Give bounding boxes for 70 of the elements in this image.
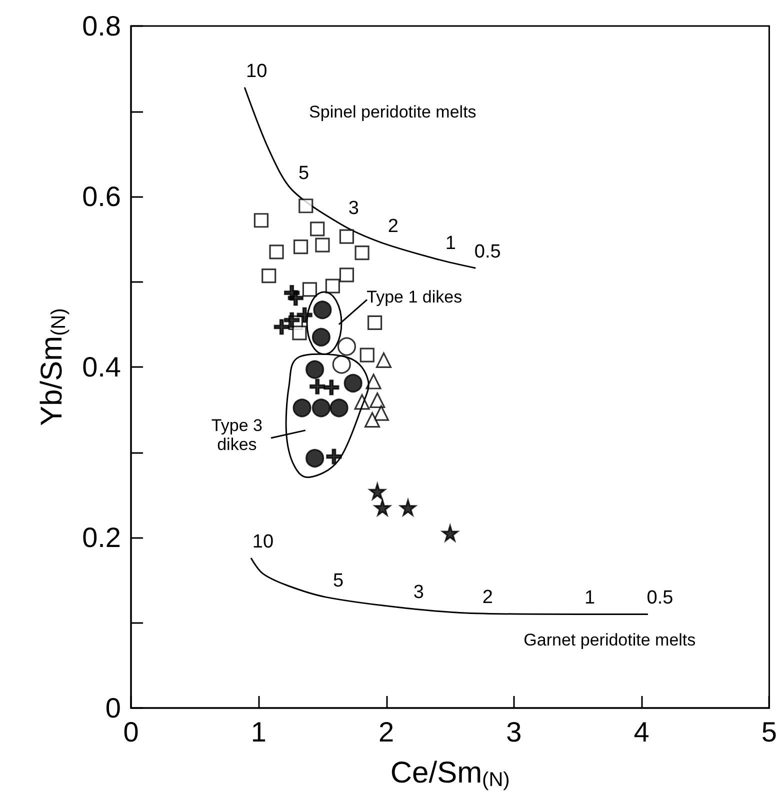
point bbox=[274, 319, 290, 335]
point bbox=[302, 282, 317, 297]
point bbox=[337, 337, 356, 356]
point bbox=[330, 398, 348, 418]
x-tick-label: 4 bbox=[634, 716, 650, 748]
annotation: 1 bbox=[445, 233, 456, 254]
point bbox=[310, 222, 325, 236]
point bbox=[370, 392, 386, 408]
annotation: Type 3 dikes bbox=[211, 416, 262, 454]
y-tick-label: 0.6 bbox=[82, 181, 121, 212]
x-tick-label: 5 bbox=[761, 716, 778, 748]
annotation: 3 bbox=[413, 582, 424, 603]
point bbox=[306, 360, 324, 379]
point bbox=[326, 448, 342, 464]
annotation: 2 bbox=[482, 586, 493, 608]
point bbox=[360, 348, 374, 362]
point bbox=[366, 374, 382, 390]
point bbox=[364, 412, 380, 428]
point bbox=[324, 380, 340, 396]
annotation: 1 bbox=[584, 588, 596, 609]
point bbox=[374, 499, 391, 516]
point bbox=[344, 374, 362, 392]
point bbox=[442, 524, 458, 542]
point bbox=[339, 229, 354, 244]
y-tick-label: 0.2 bbox=[82, 522, 121, 553]
point bbox=[288, 290, 304, 306]
annotation: 2 bbox=[388, 216, 398, 238]
annotation: Garnet peridotite melts bbox=[524, 630, 696, 650]
point bbox=[306, 448, 324, 468]
x-tick-label: 1 bbox=[250, 716, 266, 748]
point bbox=[315, 238, 330, 252]
line-series bbox=[244, 86, 476, 269]
point bbox=[262, 268, 276, 284]
annotation: 3 bbox=[348, 198, 359, 220]
line-series bbox=[250, 557, 649, 615]
point bbox=[254, 213, 268, 228]
y-tick-label: 0.8 bbox=[82, 10, 121, 42]
point bbox=[368, 315, 382, 330]
annotation: Spinel peridotite melts bbox=[309, 102, 476, 122]
annotation: Type 1 dikes bbox=[366, 288, 462, 307]
point bbox=[269, 244, 284, 260]
point bbox=[293, 240, 308, 254]
point bbox=[313, 300, 332, 320]
point bbox=[325, 278, 340, 294]
annotation: 10 bbox=[252, 531, 274, 552]
point bbox=[284, 312, 300, 328]
point bbox=[312, 398, 330, 418]
point bbox=[332, 355, 351, 374]
y-axis-title: Yb/Sm(N) bbox=[36, 308, 70, 426]
point bbox=[292, 326, 307, 340]
x-tick-label: 2 bbox=[378, 716, 394, 748]
point bbox=[298, 198, 314, 214]
annotation: 10 bbox=[246, 60, 268, 82]
point bbox=[296, 307, 312, 323]
y-tick-label: 0 bbox=[105, 692, 121, 724]
x-tick-label: 3 bbox=[506, 716, 522, 748]
point bbox=[373, 405, 389, 421]
annotation: 5 bbox=[333, 570, 344, 592]
point bbox=[310, 378, 326, 394]
y-tick-label: 0.4 bbox=[82, 352, 121, 382]
point bbox=[376, 352, 392, 368]
point bbox=[339, 268, 354, 282]
point bbox=[369, 483, 386, 500]
annotation: 0.5 bbox=[646, 588, 674, 609]
annotation: 0.5 bbox=[474, 242, 501, 263]
point bbox=[400, 499, 416, 516]
point bbox=[292, 398, 312, 418]
point bbox=[354, 245, 370, 260]
annotation: 5 bbox=[298, 163, 310, 184]
point bbox=[312, 328, 330, 346]
